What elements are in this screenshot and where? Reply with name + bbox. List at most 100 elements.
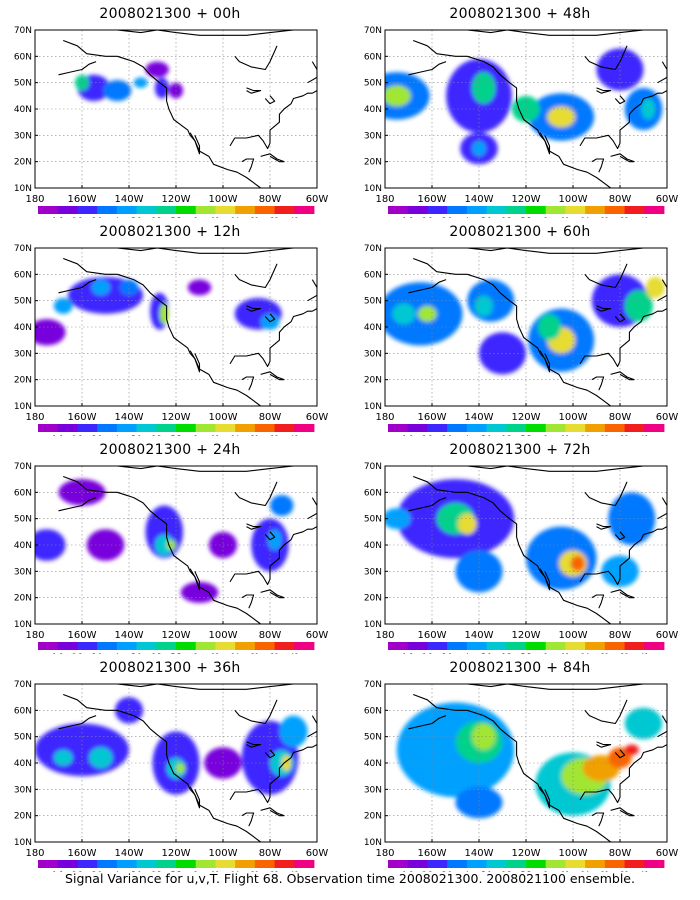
colorbar-label: 29: [620, 870, 628, 872]
colorbar-swatch: [447, 642, 468, 650]
colorbar-label: 14: [231, 216, 239, 218]
variance-blob: [624, 744, 639, 756]
colorbar-swatch: [156, 424, 177, 432]
variance-blob: [119, 279, 139, 296]
lat-label: 20N: [364, 594, 382, 604]
map-svg: 10N 20N 30N 40N 50N 60N 70N 180 160W 140W 120W 100W…: [364, 680, 679, 872]
lat-label: 50N: [14, 515, 32, 525]
colorbar-swatch: [116, 642, 137, 650]
variance-blob: [89, 747, 113, 769]
coastline: [260, 371, 285, 381]
colorbar-label: 2.2: [72, 870, 82, 872]
colorbar-label: 7.5: [171, 216, 181, 218]
colorbar: 1.6 2.2 3.1 4 5.1 6.3 7.5 9 11 14 21 29 40: [38, 424, 315, 436]
lon-label: 120W: [512, 412, 541, 423]
colorbar-label: 2.2: [422, 652, 432, 654]
lon-label: 120W: [512, 194, 541, 205]
colorbar-swatch: [565, 424, 586, 432]
colorbar-label: 11: [211, 434, 219, 436]
lon-label: 100W: [559, 412, 588, 423]
colorbar-swatch: [294, 206, 315, 214]
coastline: [241, 812, 255, 827]
variance-blob: [35, 529, 66, 561]
coastline: [596, 741, 612, 748]
coastline: [579, 308, 667, 368]
colorbar-swatch: [624, 642, 645, 650]
lat-label: 50N: [14, 79, 32, 89]
coastline: [63, 257, 261, 406]
lat-label: 60N: [364, 488, 382, 498]
colorbar-swatch: [526, 860, 547, 868]
lat-label: 40N: [364, 105, 382, 115]
lon-label: 100W: [559, 848, 588, 859]
lon-label: 80W: [609, 630, 632, 641]
variance-blob: [624, 290, 653, 322]
variance-blob: [35, 319, 66, 346]
colorbar-label: 2.2: [72, 652, 82, 654]
lat-label: 40N: [14, 323, 32, 333]
lon-label: 120W: [162, 630, 191, 641]
colorbar-swatch: [427, 424, 448, 432]
lon-label: 140W: [115, 848, 144, 859]
coastline: [234, 45, 278, 71]
colorbar-swatch: [176, 860, 197, 868]
map-panel-p36: 2008021300 + 36h 10N 20N 30N 40N 50N 60N 70N 180…: [0, 654, 340, 872]
colorbar-swatch: [644, 860, 665, 868]
colorbar-label: 4: [465, 434, 469, 436]
colorbar-label: 3.1: [442, 870, 452, 872]
lat-label: 70N: [14, 26, 32, 36]
lat-label: 40N: [364, 323, 382, 333]
coastline: [264, 95, 276, 105]
lon-label: 160W: [418, 630, 447, 641]
colorbar-swatch: [235, 642, 256, 650]
colorbar-label: 6.3: [151, 434, 161, 436]
coastline: [246, 741, 262, 748]
panel-title: 2008021300 + 48h: [449, 6, 591, 22]
colorbar-swatch: [294, 860, 315, 868]
lon-label: 80W: [609, 848, 632, 859]
lon-label: 160W: [418, 412, 447, 423]
colorbar-swatch: [644, 424, 665, 432]
coastline: [584, 481, 628, 507]
coastline: [229, 90, 317, 150]
colorbar-swatch: [195, 642, 216, 650]
colorbar-swatch: [526, 206, 547, 214]
coastline: [591, 812, 605, 827]
variance-blob: [457, 513, 477, 535]
colorbar-swatch: [644, 206, 665, 214]
colorbar-swatch: [486, 424, 507, 432]
lat-label: 10N: [364, 838, 382, 848]
colorbar-swatch: [38, 860, 59, 868]
colorbar-swatch: [427, 206, 448, 214]
coastline: [241, 376, 255, 391]
lat-label: 20N: [364, 158, 382, 168]
coastline: [614, 749, 626, 759]
colorbar-swatch: [136, 860, 157, 868]
variance-blob: [53, 749, 73, 766]
colorbar-swatch: [38, 424, 59, 432]
coastline: [596, 305, 612, 312]
colorbar-label: 21: [601, 434, 609, 436]
colorbar-label: 29: [270, 870, 278, 872]
colorbar-label: 5.1: [131, 434, 141, 436]
coastline: [264, 749, 276, 759]
colorbar-label: 11: [561, 870, 569, 872]
colorbar-swatch: [215, 424, 236, 432]
colorbar-label: 5.1: [481, 652, 491, 654]
colorbar-label: 29: [270, 216, 278, 218]
colorbar-label: 6.3: [501, 434, 511, 436]
colorbar-swatch: [407, 860, 428, 868]
coastline: [229, 526, 317, 586]
colorbar-swatch: [604, 642, 625, 650]
colorbar-swatch: [176, 642, 197, 650]
variance-blob: [417, 305, 437, 322]
colorbar-swatch: [565, 860, 586, 868]
colorbar-label: 9: [194, 216, 198, 218]
lon-label: 60W: [306, 412, 329, 423]
colorbar-label: 14: [581, 216, 589, 218]
lat-label: 10N: [14, 402, 32, 412]
variance-blob: [641, 98, 656, 120]
colorbar-swatch: [604, 206, 625, 214]
colorbar-label: 3.1: [92, 216, 102, 218]
coastline: [234, 481, 278, 507]
